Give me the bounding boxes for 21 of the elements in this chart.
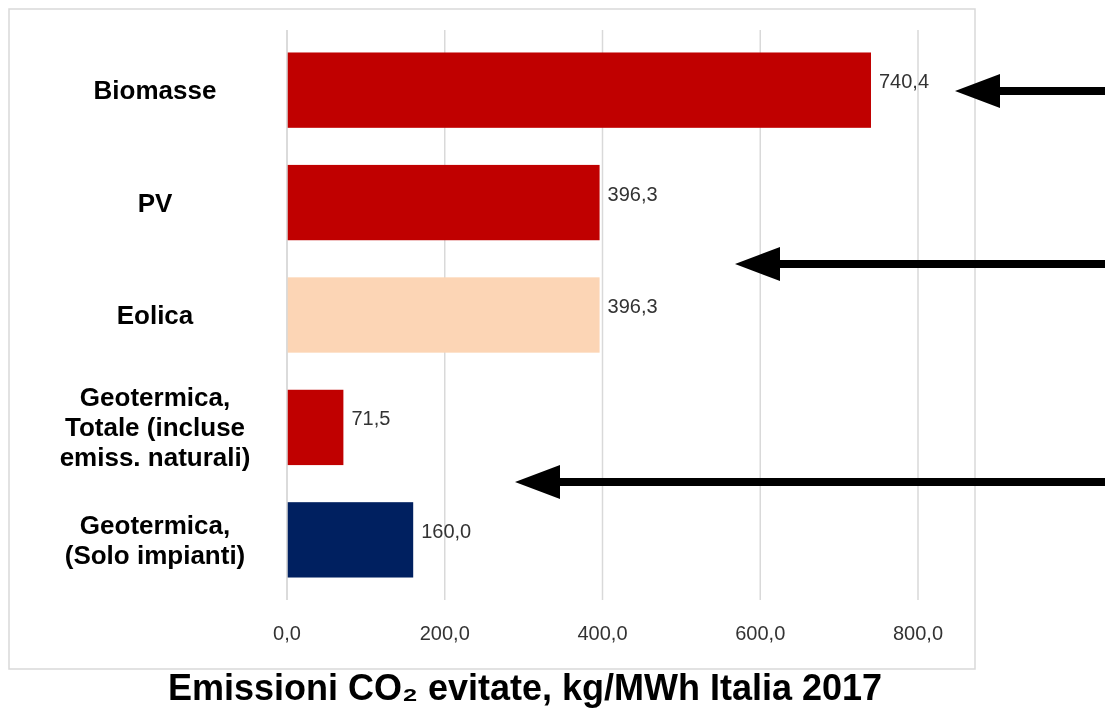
data-label: 740,4 <box>878 70 930 93</box>
bar <box>287 277 600 353</box>
data-label: 160,0 <box>421 519 472 542</box>
bar <box>287 389 344 466</box>
bar <box>287 164 600 241</box>
data-label: 396,3 <box>607 295 658 317</box>
bar <box>287 52 871 128</box>
x-tick-label: 800,0 <box>892 622 944 644</box>
y-tick-label: Geotermica, Totale (incluse emiss. naturali) <box>59 382 251 473</box>
x-tick-label: 400,0 <box>577 622 628 644</box>
bar <box>287 502 414 578</box>
y-tick-label: Geotermica, (Solo impianti) <box>64 509 246 570</box>
data-label: 71,5 <box>351 407 391 430</box>
x-axis-title: Emissioni CO₂ evitate, kg/MWh Italia 2017 <box>167 667 883 708</box>
y-tick-label: PV <box>137 187 173 218</box>
x-tick-label: 200,0 <box>419 622 470 644</box>
data-label: 396,3 <box>607 182 658 205</box>
y-tick-label: Biomasse <box>93 75 217 106</box>
x-tick-label: 600,0 <box>735 622 786 644</box>
x-tick-label: 0,0 <box>273 622 301 644</box>
y-tick-label: Eolica <box>116 300 194 330</box>
